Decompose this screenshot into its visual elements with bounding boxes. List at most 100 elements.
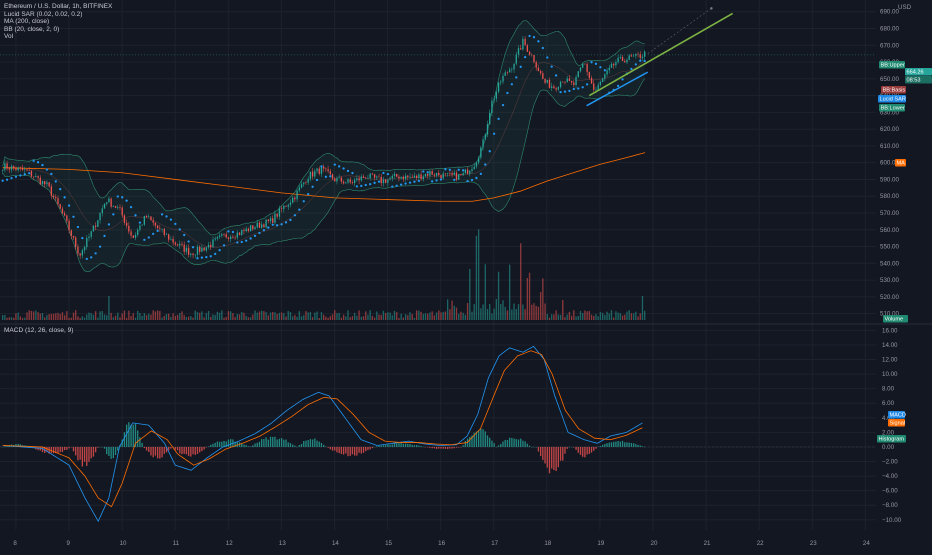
candle-body-77 (172, 239, 173, 243)
candle-body-37 (84, 247, 85, 250)
candle-body-51 (115, 206, 116, 208)
sar-dot-176 (391, 185, 393, 187)
candle-body-224 (498, 83, 499, 92)
volume-bar-186 (414, 318, 415, 320)
volume-bar-232 (516, 309, 517, 320)
candle-body-142 (316, 169, 317, 172)
volume-bar-261 (580, 311, 581, 320)
volume-bar-271 (602, 313, 603, 320)
volume-bar-53 (119, 317, 120, 320)
macd-hist-bar-249 (553, 447, 554, 470)
macd-hist-bar-186 (414, 445, 415, 447)
volume-bar-259 (575, 316, 576, 320)
macd-tick-8.00: 8.00 (882, 386, 895, 393)
macd-hist-bar-157 (350, 447, 351, 456)
macd-hist-bar-106 (237, 442, 238, 447)
volume-bar-147 (327, 318, 328, 320)
macd-hist-bar-82 (184, 447, 185, 454)
candle-body-185 (412, 177, 413, 178)
candle-body-100 (223, 234, 224, 235)
sar-dot-12 (28, 172, 30, 174)
volume-bar-214 (476, 236, 477, 320)
candle-body-137 (305, 182, 306, 183)
volume-bar-153 (341, 318, 342, 320)
candle-body-222 (493, 99, 494, 101)
macd-hist-bar-36 (82, 447, 83, 467)
macd-hist-bar-272 (604, 444, 605, 447)
macd-tick-14.00: 14.00 (882, 342, 898, 349)
macd-hist-bar-33 (75, 447, 76, 455)
sar-dot-146 (325, 176, 327, 178)
sar-dot-80 (179, 228, 181, 230)
price-tick-560.00: 560.00 (880, 227, 899, 234)
candle-body-148 (330, 171, 331, 174)
volume-bar-114 (254, 311, 255, 320)
volume-bar-188 (418, 311, 419, 320)
macd-hist-bar-184 (409, 444, 410, 447)
volume-bar-287 (637, 316, 638, 320)
macd-hist-bar-279 (620, 442, 621, 447)
candle-body-261 (580, 68, 581, 72)
macd-hist-bar-188 (418, 446, 419, 447)
volume-bar-169 (376, 311, 377, 320)
legend-macd[interactable]: MACD (12, 26, close, 9) (4, 327, 73, 335)
price-tick-570.00: 570.00 (880, 210, 899, 217)
volume-bar-196 (436, 313, 437, 320)
volume-bar-82 (184, 315, 185, 320)
volume-bar-183 (407, 315, 408, 320)
legend-lucid-sar[interactable]: Lucid SAR (0.02, 0.02, 0.2) (4, 11, 112, 19)
candle-body-46 (104, 204, 105, 208)
candle-body-200 (445, 173, 446, 174)
sar-dot-284 (630, 68, 632, 70)
sar-dot-40 (90, 256, 92, 258)
macd-hist-bar-261 (580, 447, 581, 455)
volume-bar-268 (595, 314, 596, 320)
macd-hist-bar-72 (161, 447, 162, 457)
volume-bar-141 (314, 313, 315, 320)
macd-hist-bar-187 (416, 445, 417, 447)
candle-body-160 (356, 178, 357, 180)
candle-body-260 (578, 71, 579, 77)
macd-hist-bar-80 (179, 447, 180, 454)
macd-hist-bar-234 (520, 439, 521, 447)
candle-body-125 (279, 208, 280, 216)
volume-bar-13 (31, 311, 32, 320)
macd-hist-bar-161 (358, 447, 359, 453)
candle-body-101 (226, 234, 227, 237)
macd-hist-bar-232 (516, 439, 517, 447)
legend-vol[interactable]: Vol (4, 33, 112, 41)
candle-body-116 (259, 223, 260, 228)
drawn-trendlines[interactable] (0, 7, 876, 105)
volume-bar-109 (243, 313, 244, 320)
legend-bb[interactable]: BB (20, close, 2, 0) (4, 26, 112, 34)
candle-body-228 (507, 72, 508, 73)
candle-body-54 (122, 208, 123, 216)
volume-bar-192 (427, 314, 428, 320)
macd-hist-bar-50 (113, 447, 114, 458)
sar-dot-4 (10, 177, 12, 179)
sar-dot-262 (582, 86, 584, 88)
volume-bar-184 (409, 312, 410, 320)
legend-ma[interactable]: MA (200, close) (4, 18, 112, 26)
macd-hist-bar-26 (60, 447, 61, 452)
macd-hist-bar-278 (617, 441, 618, 447)
candle-body-155 (345, 183, 346, 184)
candle-body-70 (157, 226, 158, 228)
macd-hist-bar-267 (593, 447, 594, 451)
sar-dot-280 (621, 78, 623, 80)
volume-bar-87 (195, 311, 196, 320)
candle-body-250 (555, 88, 556, 89)
candle-body-191 (425, 174, 426, 177)
sar-dot-178 (396, 185, 398, 187)
candle-body-143 (319, 169, 320, 174)
volume-bar-70 (157, 310, 158, 320)
volume-bar-62 (139, 313, 140, 320)
candle-body-49 (110, 199, 111, 207)
volume-bar-113 (252, 315, 253, 320)
symbol-title[interactable]: Ethereum / U.S. Dollar, 1h, BITFINEX (4, 3, 112, 11)
macd-hist-bar-224 (498, 445, 499, 447)
macd-hist-bar-142 (316, 441, 317, 447)
